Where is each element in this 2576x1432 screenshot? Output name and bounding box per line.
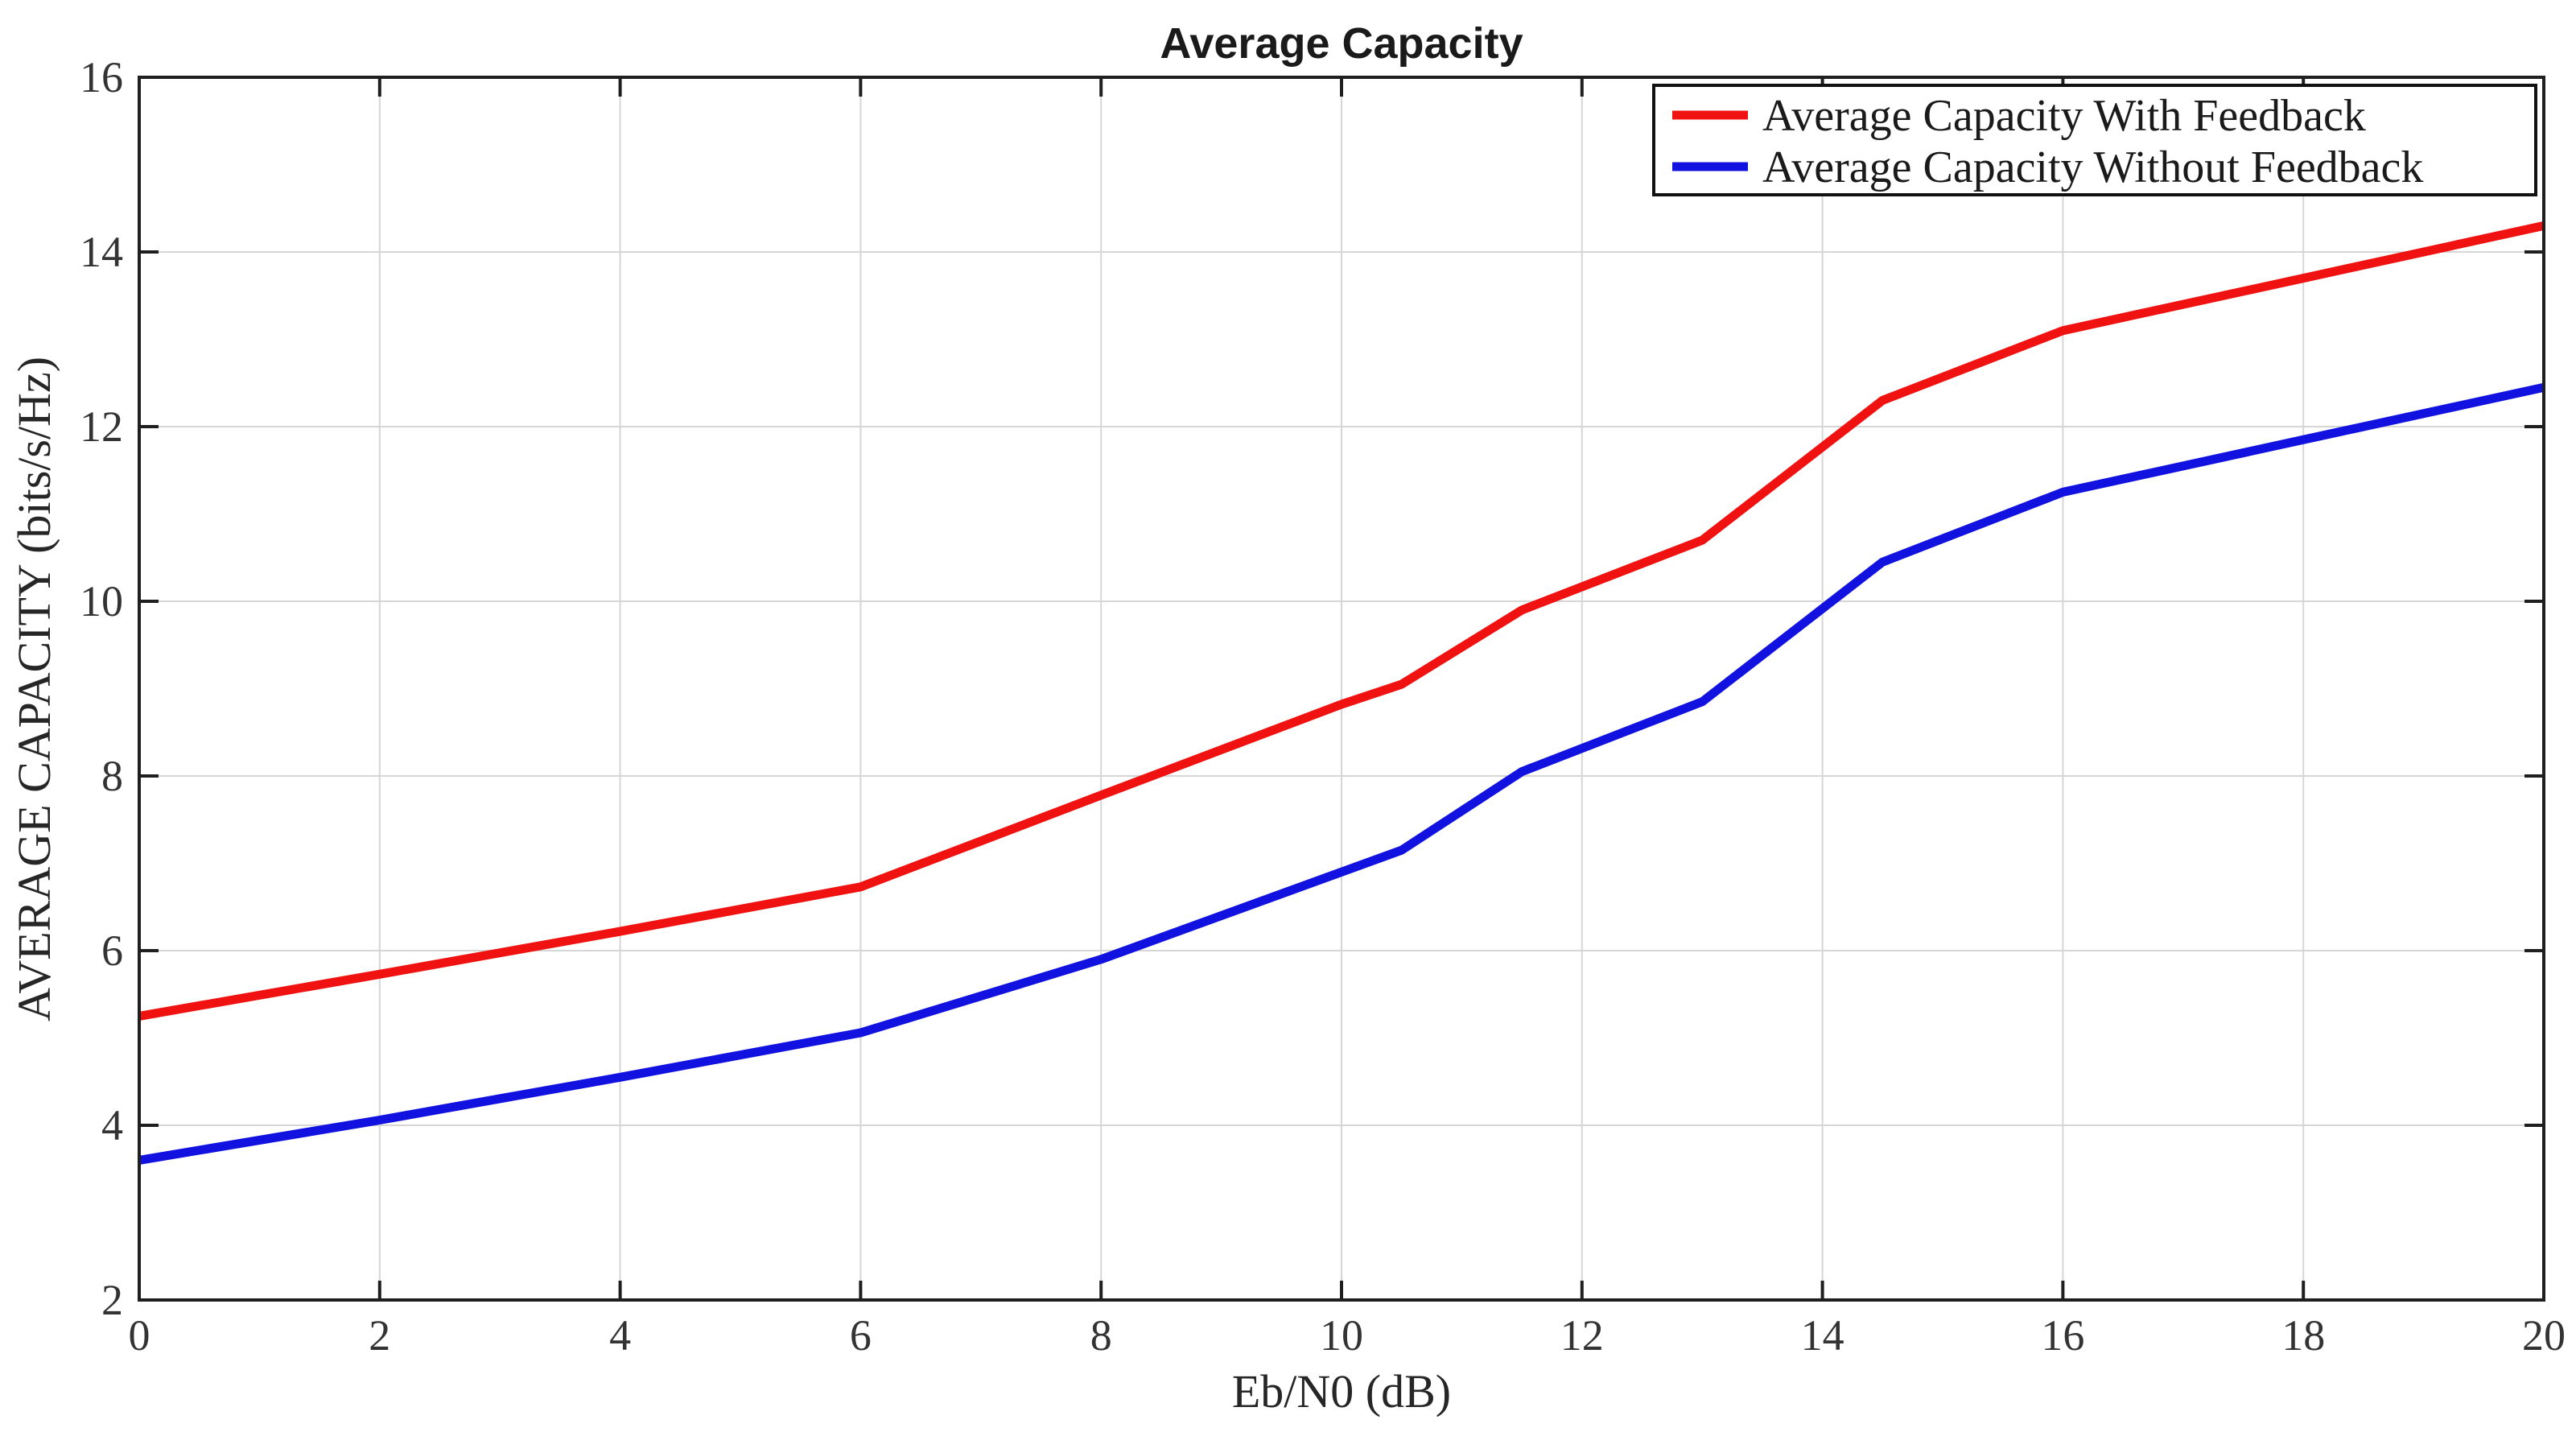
y-tick-label: 8 bbox=[101, 752, 123, 800]
legend-label-with-feedback: Average Capacity With Feedback bbox=[1762, 91, 2366, 141]
x-tick-label: 10 bbox=[1320, 1311, 1363, 1360]
x-tick-label: 16 bbox=[2041, 1311, 2084, 1360]
x-tick-label: 12 bbox=[1560, 1311, 1604, 1360]
x-tick-label: 18 bbox=[2281, 1311, 2325, 1360]
y-tick-label: 14 bbox=[80, 228, 123, 276]
y-tick-label: 6 bbox=[101, 926, 123, 975]
y-tick-label: 4 bbox=[101, 1101, 123, 1149]
x-tick-label: 6 bbox=[850, 1311, 872, 1360]
legend-label-without-feedback: Average Capacity Without Feedback bbox=[1762, 142, 2423, 192]
x-tick-label: 14 bbox=[1801, 1311, 1844, 1360]
x-tick-label: 8 bbox=[1090, 1311, 1112, 1360]
chart-title: Average Capacity bbox=[1160, 19, 1523, 68]
y-axis-label: AVERAGE CAPACITY (bits/s/Hz) bbox=[8, 357, 60, 1021]
x-tick-label: 4 bbox=[609, 1311, 631, 1360]
line-without-feedback bbox=[138, 382, 2545, 1165]
legend: Average Capacity With Feedback Average C… bbox=[1652, 84, 2537, 196]
x-tick-label: 2 bbox=[369, 1311, 390, 1360]
y-tick-label: 2 bbox=[101, 1276, 123, 1324]
legend-box bbox=[1652, 84, 2537, 196]
gridlines bbox=[139, 77, 2544, 1300]
line-with-feedback bbox=[138, 221, 2545, 1021]
x-tick-label: 0 bbox=[129, 1311, 150, 1360]
x-axis-label: Eb/N0 (dB) bbox=[1232, 1365, 1451, 1418]
y-tick-label: 10 bbox=[80, 577, 123, 625]
y-tick-label: 16 bbox=[80, 53, 123, 101]
x-tick-label: 20 bbox=[2522, 1311, 2566, 1360]
y-tick-label: 12 bbox=[80, 402, 123, 451]
